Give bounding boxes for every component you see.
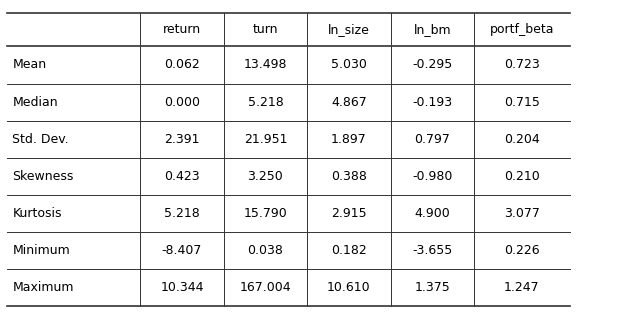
Text: 2.391: 2.391: [164, 133, 200, 146]
Text: 5.030: 5.030: [331, 59, 367, 71]
Text: 0.715: 0.715: [504, 96, 540, 108]
Text: -8.407: -8.407: [162, 244, 202, 257]
Text: 3.250: 3.250: [248, 170, 283, 183]
Text: Skewness: Skewness: [12, 170, 74, 183]
Text: Kurtosis: Kurtosis: [12, 207, 62, 220]
Text: 10.610: 10.610: [327, 281, 371, 294]
Text: return: return: [163, 23, 201, 36]
Text: 5.218: 5.218: [164, 207, 200, 220]
Text: Std. Dev.: Std. Dev.: [12, 133, 69, 146]
Text: Median: Median: [12, 96, 58, 108]
Text: 0.797: 0.797: [414, 133, 451, 146]
Text: 0.038: 0.038: [247, 244, 284, 257]
Text: -0.193: -0.193: [412, 96, 452, 108]
Text: 0.210: 0.210: [504, 170, 540, 183]
Text: Maximum: Maximum: [12, 281, 74, 294]
Text: 1.247: 1.247: [504, 281, 540, 294]
Text: ln_bm: ln_bm: [413, 23, 451, 36]
Text: 167.004: 167.004: [240, 281, 291, 294]
Text: ln_size: ln_size: [328, 23, 370, 36]
Text: Minimum: Minimum: [12, 244, 70, 257]
Text: 13.498: 13.498: [243, 59, 287, 71]
Text: 0.226: 0.226: [504, 244, 540, 257]
Text: 2.915: 2.915: [331, 207, 366, 220]
Text: 4.900: 4.900: [415, 207, 450, 220]
Text: 10.344: 10.344: [160, 281, 204, 294]
Text: turn: turn: [253, 23, 278, 36]
Text: 0.000: 0.000: [164, 96, 200, 108]
Text: Mean: Mean: [12, 59, 46, 71]
Text: -3.655: -3.655: [412, 244, 452, 257]
Text: 0.062: 0.062: [164, 59, 200, 71]
Text: 0.182: 0.182: [331, 244, 366, 257]
Text: 4.867: 4.867: [331, 96, 366, 108]
Text: 0.723: 0.723: [504, 59, 540, 71]
Text: 0.388: 0.388: [331, 170, 367, 183]
Text: 21.951: 21.951: [243, 133, 287, 146]
Text: 15.790: 15.790: [243, 207, 287, 220]
Text: 3.077: 3.077: [504, 207, 540, 220]
Text: 1.897: 1.897: [331, 133, 366, 146]
Text: 0.204: 0.204: [504, 133, 540, 146]
Text: -0.295: -0.295: [412, 59, 452, 71]
Text: 5.218: 5.218: [248, 96, 283, 108]
Text: portf_beta: portf_beta: [489, 23, 554, 36]
Text: 1.375: 1.375: [415, 281, 450, 294]
Text: -0.980: -0.980: [412, 170, 452, 183]
Text: 0.423: 0.423: [164, 170, 200, 183]
